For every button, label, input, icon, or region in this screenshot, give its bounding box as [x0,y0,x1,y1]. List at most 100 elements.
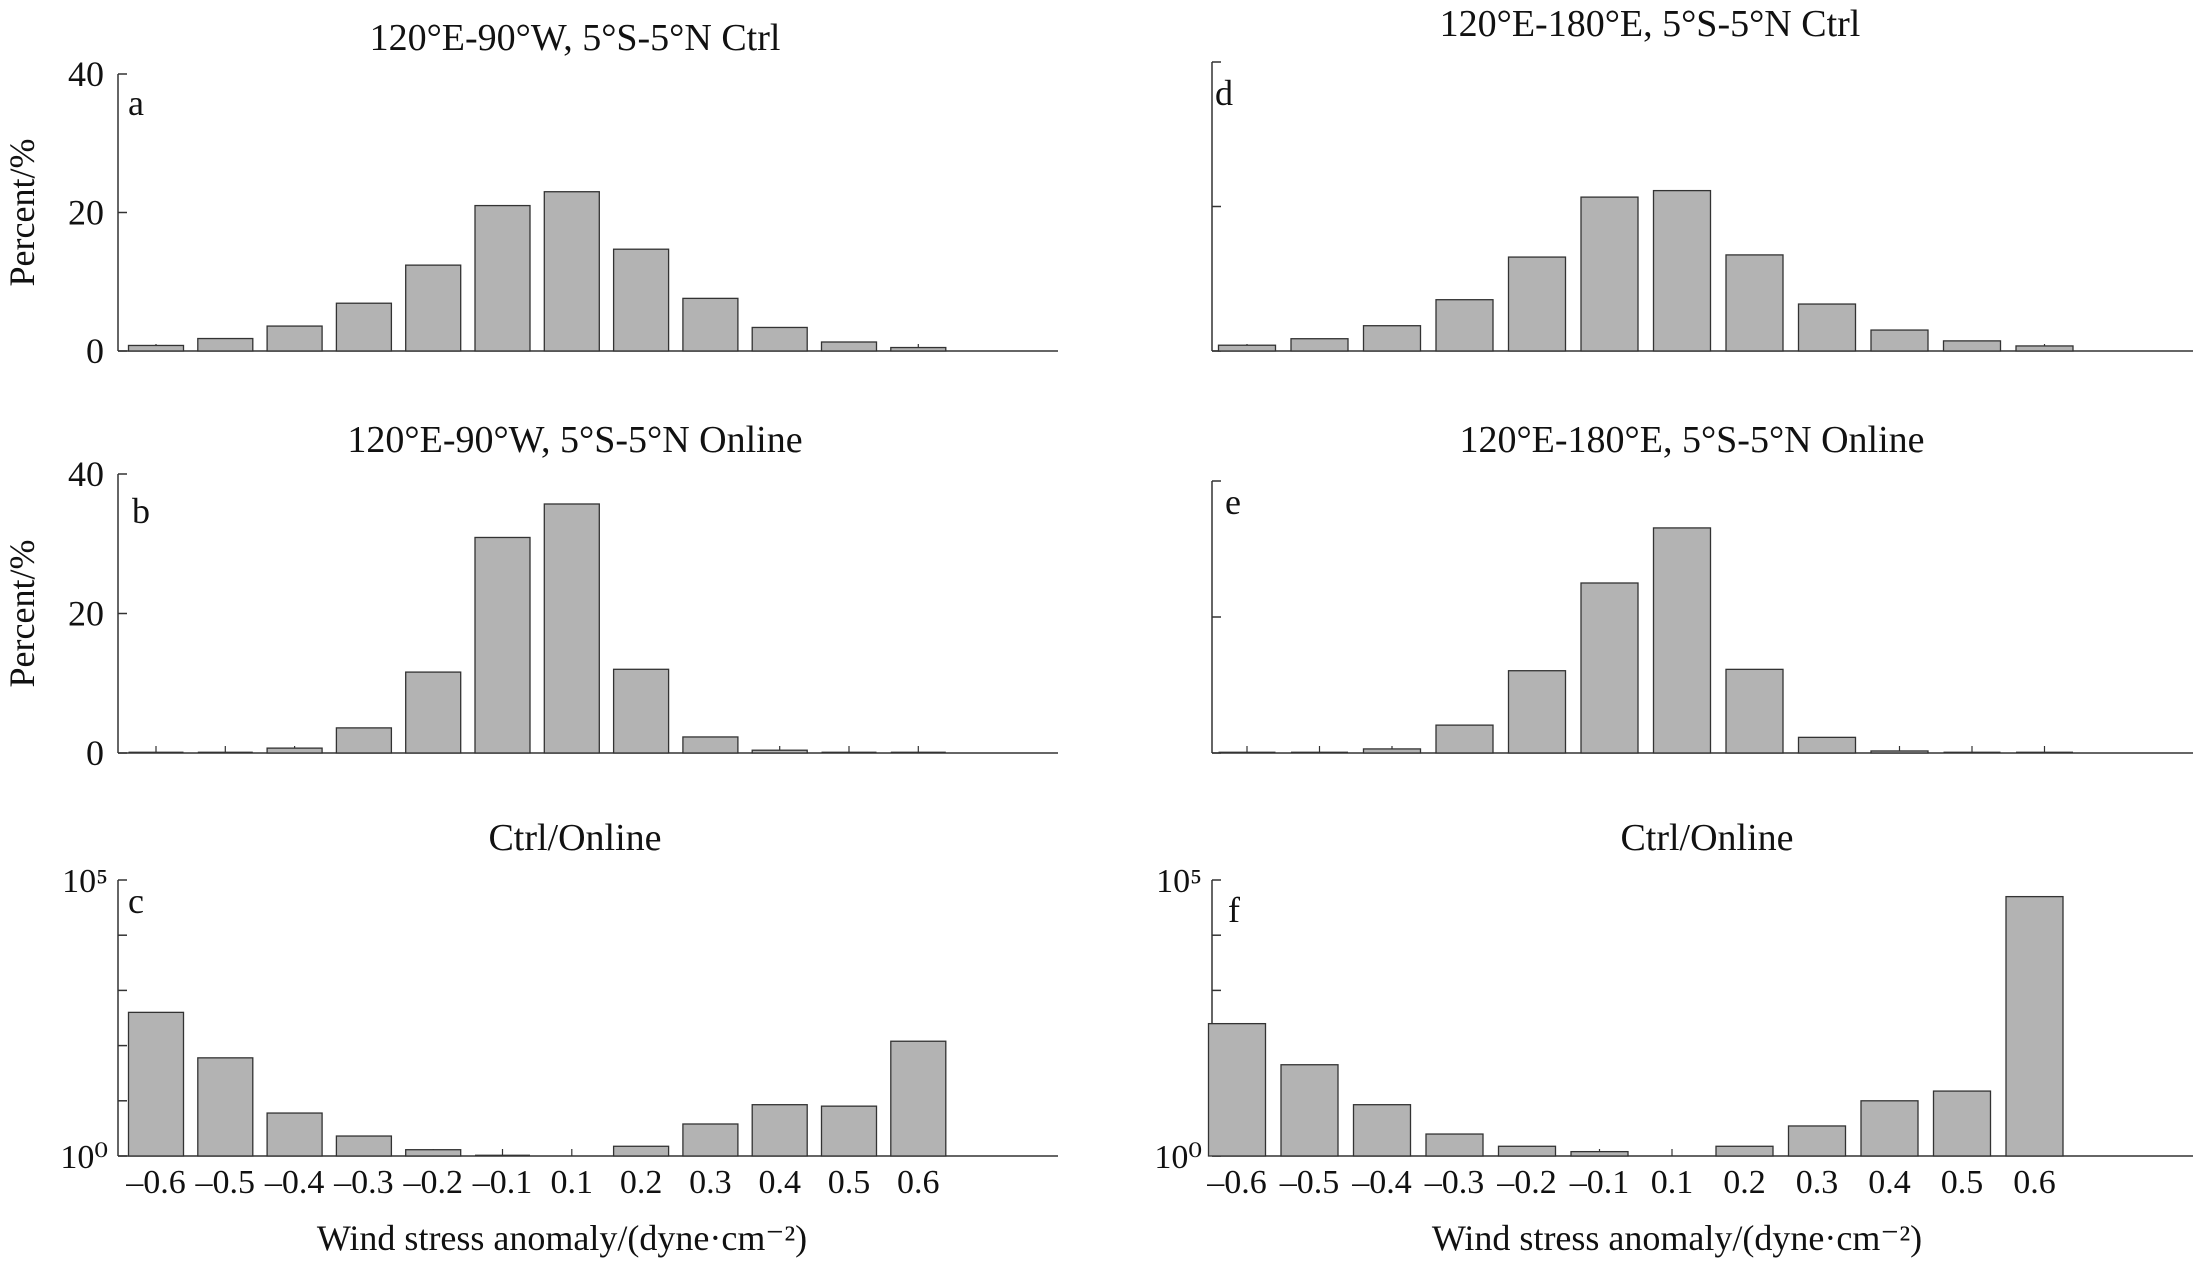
bar [1435,724,1494,754]
panel-letter: a [128,83,144,123]
bar [1362,325,1422,352]
x-tick-label: –0.3 [1424,1164,1485,1201]
bar [1787,1125,1847,1157]
bar [1932,1090,1992,1157]
bar [543,503,600,754]
bar [682,1123,739,1157]
x-tick-label: 0.5 [1941,1164,1984,1201]
bar [1507,670,1567,754]
x-tick-label: –0.1 [472,1164,533,1201]
panel-a: 120°E-90°W, 5°S-5°N Ctrl a 0 20 40 Percent/% [2,17,1058,371]
panel-title: Ctrl/Online [488,817,661,859]
bar [1652,189,1712,352]
panel-e: 120°E-180°E, 5°S-5°N Online e [1211,419,2193,754]
y-tick-label: 10⁵ [62,863,108,900]
panel-letter: e [1225,482,1241,522]
bar [405,671,462,754]
bar [890,1040,947,1157]
bar [1580,582,1639,754]
panel-d: 120°E-180°E, 5°S-5°N Ctrl d [1211,3,2193,352]
bar [751,326,808,352]
bar [1362,748,1422,754]
y-tick-label: 0 [86,331,104,371]
x-tick-label: –0.4 [1351,1164,1412,1201]
bar [1715,1145,1774,1157]
bar [1290,338,1349,352]
y-axis-label: Percent/% [2,139,42,287]
x-tick-label: 0.3 [1796,1164,1839,1201]
y-tick-label: 40 [68,54,104,94]
bar [335,727,393,754]
bar [1352,1104,1412,1157]
bar [1497,1145,1557,1157]
bar [751,749,808,754]
x-tick-label: –0.2 [1496,1164,1557,1201]
panel-letter: f [1228,890,1240,930]
x-tick-label: 0.3 [689,1164,732,1201]
bar [1725,668,1784,754]
y-tick-label: 10⁵ [1156,863,1202,900]
y-tick-label: 20 [68,594,104,634]
y-tick-label: 20 [68,193,104,233]
bar [1652,527,1712,754]
x-tick-label: 0.2 [620,1164,663,1201]
bar [1870,750,1929,754]
x-axis-label: Wind stress anomaly/(dyne·cm⁻²) [317,1218,807,1258]
panel-b: 120°E-90°W, 5°S-5°N Online b 0 20 40 Percent/… [2,419,1058,773]
bar [474,536,531,754]
bar [1570,1150,1629,1157]
panel-letter: b [132,491,150,531]
bar [1207,1022,1267,1157]
x-tick-label: 0.1 [1651,1164,1694,1201]
x-tick-label: 0.2 [1723,1164,1766,1201]
bar [751,1104,808,1157]
panel-title: 120°E-180°E, 5°S-5°N Online [1459,419,1924,461]
bar [335,1135,393,1157]
bar [543,191,600,352]
x-tick-label: 0.4 [1868,1164,1911,1201]
panel-letter: d [1215,73,1233,113]
bar [612,668,670,754]
bar [682,297,739,352]
x-tick-label: 0.5 [828,1164,871,1201]
bar [127,1011,185,1157]
x-tick-label: 0.1 [551,1164,594,1201]
bar [197,1057,254,1157]
panel-title: 120°E-90°W, 5°S-5°N Online [347,419,802,461]
bar [1860,1100,1919,1157]
x-tick-label: 0.6 [897,1164,940,1201]
bar [1217,344,1277,352]
bar [1942,340,2002,352]
x-tick-label: 0.6 [2013,1164,2056,1201]
bar [405,264,462,352]
bar [266,1112,323,1157]
bar [890,346,947,352]
bar [1507,256,1567,352]
bar [2005,895,2064,1157]
x-tick-label: –0.5 [1279,1164,1340,1201]
bar [1725,254,1784,352]
bar [405,1149,462,1157]
x-tick-label: –0.6 [125,1164,186,1201]
y-tick-label: 10⁰ [1154,1139,1202,1176]
panel-title: Ctrl/Online [1620,817,1793,859]
bar [1870,329,1929,352]
x-tick-label: –0.6 [1206,1164,1267,1201]
bar [335,302,393,352]
y-tick-label: 0 [86,733,104,773]
panel-f: Ctrl/Online f 10⁰ 10⁵ –0.6 –0.5 –0.4 –0.3 –0.2 –0… [1154,817,2193,1258]
x-tick-label: –0.3 [333,1164,394,1201]
panel-letter: c [128,881,144,921]
bar [1580,196,1639,352]
bar [1435,299,1494,352]
bar [266,747,323,754]
panel-c: Ctrl/Online c 10⁰ 10⁵ –0.6 –0.5 –0.4 –0.3 –0.2 –0… [60,817,1058,1258]
x-axis-label: Wind stress anomaly/(dyne·cm⁻²) [1432,1218,1922,1258]
panel-title: 120°E-90°W, 5°S-5°N Ctrl [370,17,781,59]
bar [474,204,531,352]
bar [612,1145,670,1157]
x-tick-label: –0.1 [1569,1164,1630,1201]
x-tick-label: –0.5 [195,1164,256,1201]
bar [682,736,739,754]
